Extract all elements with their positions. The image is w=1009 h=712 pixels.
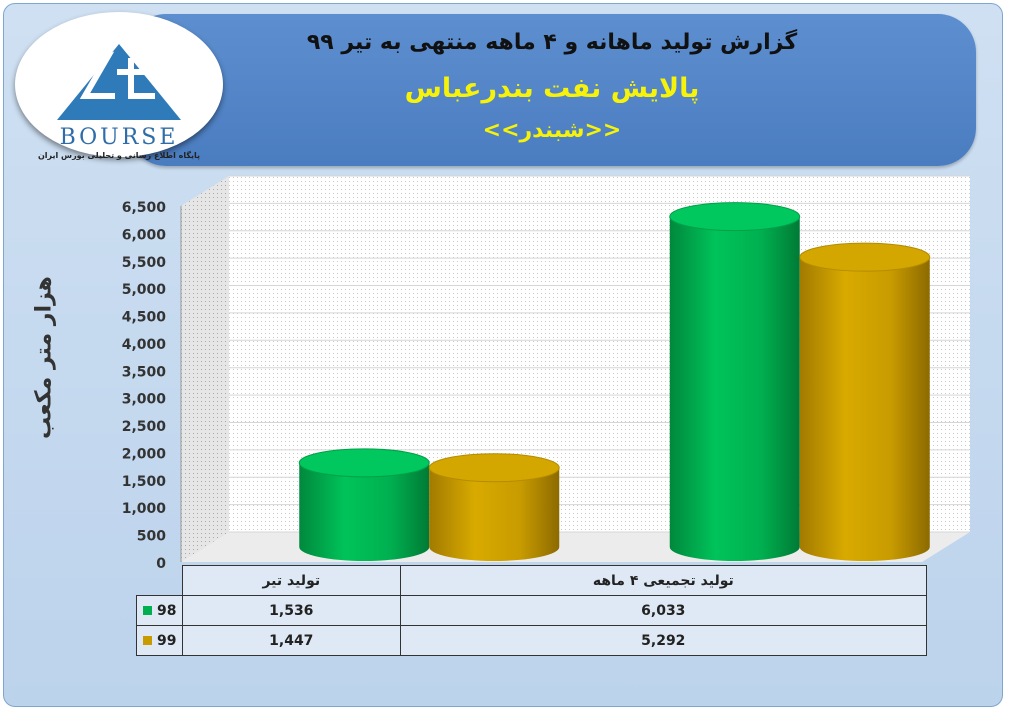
ticker-symbol: <<شبندر>> (482, 118, 622, 143)
legend-label: 99 (157, 632, 177, 649)
plot-side-wall (181, 176, 229, 562)
bourse-logo: BOURSE پایگاه اطلاع رسانی و تحلیلی بورس … (15, 12, 223, 160)
data-label: 1,447 (182, 625, 401, 656)
bar-top (669, 202, 801, 232)
y-tick-label: 500 (137, 529, 166, 545)
legend-entry-98: 98 (136, 595, 183, 626)
legend-label: 98 (157, 602, 177, 619)
bar-body (429, 467, 560, 561)
y-tick-label: 4,500 (122, 310, 167, 326)
legend-swatch-98 (143, 606, 152, 615)
data-label: 5,292 (399, 625, 928, 656)
y-tick-label: 6,000 (122, 227, 167, 243)
table-header-row: تولید تیر تولید تجمیعی ۴ ماهه (137, 565, 928, 596)
data-label: 6,033 (399, 595, 928, 626)
y-tick-label: 1,000 (122, 501, 167, 517)
logo-mark-icon (57, 44, 181, 120)
bar-body (299, 462, 430, 561)
y-tick-label: 6,500 (122, 200, 167, 216)
logo-wordmark: BOURSE (59, 125, 179, 150)
data-label: 1,536 (182, 595, 401, 626)
header-banner (128, 14, 976, 166)
legend-entry-99: 99 (136, 625, 183, 656)
category-label: تولید تجمیعی ۴ ماهه (399, 565, 928, 596)
y-tick-label: 2,500 (122, 419, 167, 435)
y-tick-label: 3,500 (122, 364, 167, 380)
table-row: 98 1,536 6,033 (136, 595, 928, 626)
company-name: پالایش نفت بندرعباس (404, 73, 700, 104)
table-row: 99 1,447 5,292 (136, 625, 928, 656)
y-tick-label: 2,000 (122, 446, 167, 462)
logo-tagline: پایگاه اطلاع رسانی و تحلیلی بورس ایران (37, 151, 201, 160)
bar-top (799, 242, 931, 272)
bar-body (799, 257, 930, 561)
y-tick-label: 3,000 (122, 392, 167, 408)
bar (428, 453, 560, 561)
bar-top (428, 453, 560, 483)
data-table: تولید تیر تولید تجمیعی ۴ ماهه 98 1,536 6… (136, 565, 928, 656)
report-title: گزارش تولید ماهانه و ۴ ماهه منتهی به تیر… (306, 30, 798, 55)
bar-body (669, 216, 800, 562)
y-tick-label: 1,500 (122, 474, 167, 490)
y-tick-label: 4,000 (122, 337, 167, 353)
y-tick-label: 5,000 (122, 282, 167, 298)
bar (298, 448, 430, 561)
bar-top (298, 448, 430, 478)
y-tick-label: 5,500 (122, 255, 167, 271)
category-label: تولید تیر (182, 565, 401, 596)
legend-swatch-99 (143, 636, 152, 645)
bar (799, 242, 931, 561)
y-tick-label: 0 (156, 556, 166, 572)
bar (669, 202, 801, 562)
